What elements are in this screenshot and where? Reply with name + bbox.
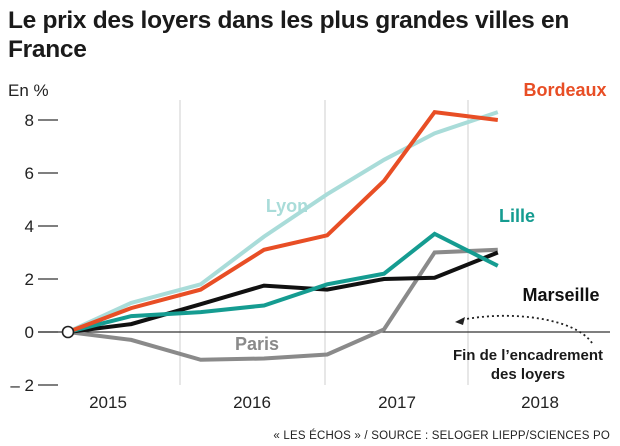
series-labels: Bordeaux Lyon Lille Marseille Paris <box>235 80 607 354</box>
series-lines <box>61 109 499 362</box>
series-label-bordeaux: Bordeaux <box>523 80 606 100</box>
grid <box>179 100 469 385</box>
y-tick-label: 4 <box>25 217 34 236</box>
series-label-lille: Lille <box>499 206 535 226</box>
series-label-paris: Paris <box>235 334 279 354</box>
x-tick-label: 2016 <box>233 393 271 412</box>
origin-marker <box>61 325 75 339</box>
annotation-line: Fin de l’encadrement <box>453 347 603 364</box>
y-tick-label: 2 <box>25 270 34 289</box>
axes: 8 6 4 2 0 – 2 En % 2015 2016 2017 2018 <box>8 81 610 412</box>
series-line-lille <box>67 231 499 334</box>
source-credit: « LES ÉCHOS » / SOURCE : SELOGER LIEPP/S… <box>273 430 610 442</box>
series-label-lyon: Lyon <box>266 196 308 216</box>
y-tick-label: 6 <box>25 164 34 183</box>
chart-title: Le prix des loyers dans les plus grandes… <box>8 7 569 63</box>
annotation-line: des loyers <box>491 366 565 383</box>
x-tick-label: 2015 <box>89 393 127 412</box>
series-line-marseille <box>67 250 499 334</box>
series-line-lyon <box>67 110 499 334</box>
y-tick-label: 0 <box>25 323 34 342</box>
x-tick-label: 2017 <box>378 393 416 412</box>
annotation-arrowhead <box>455 317 465 325</box>
y-axis-label: En % <box>8 81 49 100</box>
series-line-paris <box>67 247 498 362</box>
annotation-arrow <box>460 314 593 344</box>
series-label-marseille: Marseille <box>522 285 599 305</box>
y-tick-label: – 2 <box>10 376 34 395</box>
x-tick-label: 2018 <box>521 393 559 412</box>
y-tick-label: 8 <box>25 111 34 130</box>
series-line-bordeaux <box>67 109 499 334</box>
annotation: Fin de l’encadrement des loyers <box>453 314 603 383</box>
